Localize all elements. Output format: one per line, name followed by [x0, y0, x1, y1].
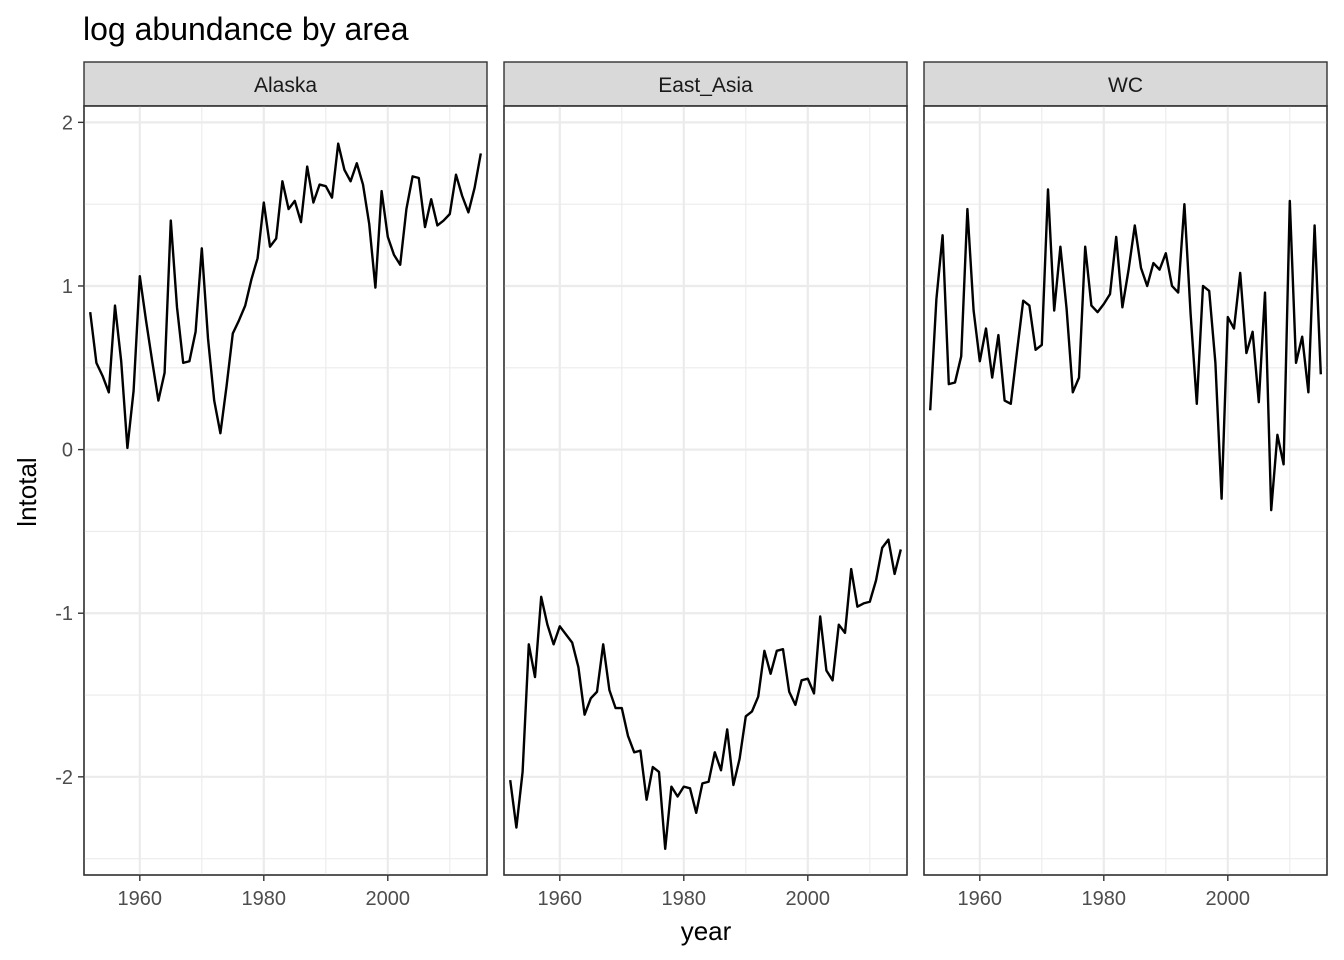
x-tick-label: 1980 — [1082, 888, 1127, 910]
x-tick-label: 1980 — [662, 888, 707, 910]
series-line-wc — [929, 188, 1322, 512]
x-tick-label: 1960 — [538, 888, 583, 910]
y-tick-label: -2 — [55, 767, 73, 789]
x-tick-label: 1960 — [958, 888, 1003, 910]
facet-strip — [923, 61, 1328, 107]
facet-panels: Alaska East_Asia WC — [83, 61, 1328, 876]
y-tick-label: 1 — [62, 276, 73, 298]
panel-border — [503, 105, 908, 876]
series-line-east-asia — [509, 538, 902, 851]
facet-panel-wc: WC — [923, 61, 1328, 876]
x-tick-label: 2000 — [366, 888, 411, 910]
y-tick-label: -1 — [55, 603, 73, 625]
x-tick-label: 1960 — [118, 888, 163, 910]
facet-panel-east-asia: East_Asia — [503, 61, 908, 876]
facet-strip — [503, 61, 908, 107]
panel-background — [83, 105, 488, 876]
x-tick-label: 2000 — [786, 888, 831, 910]
panel-border — [83, 105, 488, 876]
y-tick-label: 0 — [62, 440, 73, 462]
panel-background — [923, 105, 1328, 876]
x-axes: 1960 1980 2000 1960 1980 2000 1960 1980 2000 — [118, 875, 1251, 910]
panel-background — [503, 105, 908, 876]
chart-title: log abundance by area — [83, 11, 409, 47]
facet-strip-label: Alaska — [254, 74, 317, 97]
x-tick-label: 1980 — [242, 888, 287, 910]
y-tick-label: 2 — [62, 112, 73, 134]
facet-strip-label: WC — [1108, 74, 1143, 97]
facet-strip — [83, 61, 488, 107]
panel-border — [923, 105, 1328, 876]
x-tick-label: 2000 — [1206, 888, 1251, 910]
x-axis-title: year — [681, 916, 732, 946]
facet-panel-alaska: Alaska — [83, 61, 488, 876]
series-line-alaska — [89, 142, 482, 450]
facet-strip-label: East_Asia — [658, 74, 753, 97]
y-axis: 2 1 0 -1 -2 — [55, 112, 84, 789]
y-axis-title: lntotal — [12, 457, 42, 526]
